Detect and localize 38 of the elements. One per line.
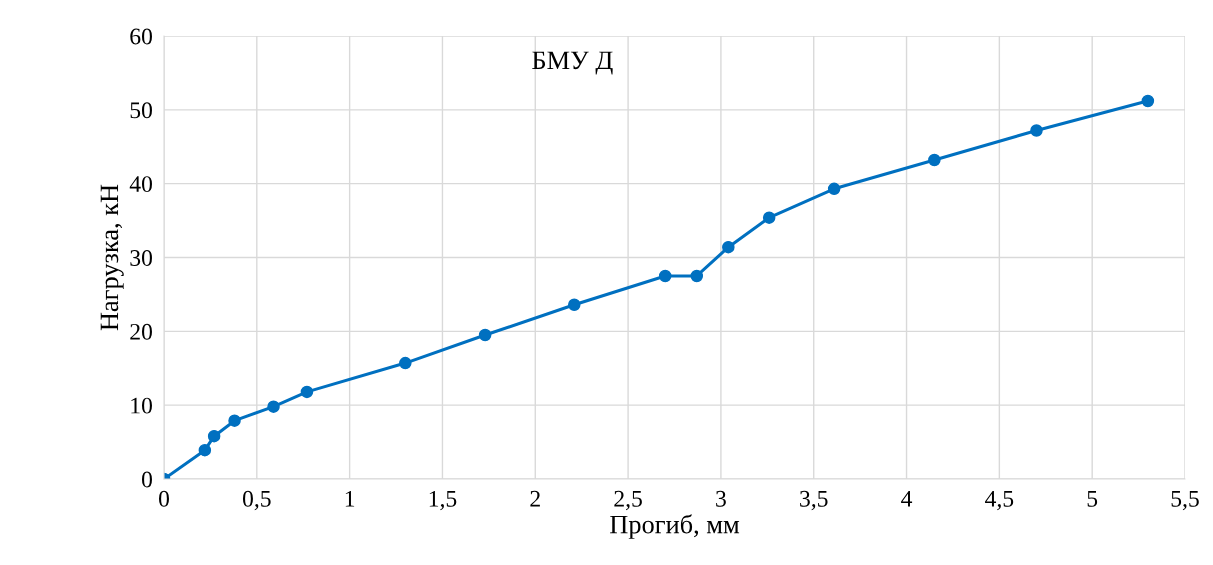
point	[198, 443, 212, 457]
point	[207, 429, 221, 443]
y-tick-label: 20	[130, 323, 152, 340]
y-tick-label: 0	[141, 471, 152, 488]
point	[478, 328, 492, 342]
point	[928, 153, 941, 167]
point	[1141, 94, 1155, 108]
x-tick-label: 3,5	[800, 490, 828, 511]
x-tick-label: 5	[1087, 491, 1098, 507]
x-tick-label: 2	[530, 490, 540, 507]
point	[690, 269, 704, 283]
y-tick-label: 40	[129, 176, 152, 193]
x-tick-label: 5,5	[1171, 491, 1199, 511]
point	[267, 400, 280, 413]
y-tick-label: 50	[130, 102, 152, 119]
text: БМУ Д	[532, 51, 613, 75]
point	[722, 240, 735, 254]
point	[762, 211, 776, 224]
point	[658, 269, 672, 283]
x-tick-label: 0,5	[242, 490, 271, 511]
x-tick-label: 1	[345, 490, 355, 507]
y-tick-label: 10	[131, 397, 152, 414]
y-axis-title: Нагрузка, кН	[100, 184, 124, 331]
x-tick-label: 0	[159, 490, 169, 507]
x-tick-label: 2,5	[614, 490, 642, 511]
x-axis-title: Прогиб, мм	[610, 514, 740, 539]
x-tick-label: 4	[901, 490, 913, 507]
point	[399, 356, 412, 370]
x-tick-label: 3	[716, 490, 726, 507]
point	[827, 182, 841, 196]
x-tick-label: 1,5	[429, 490, 457, 511]
point	[228, 414, 241, 427]
x-tick-label: 4,5	[985, 490, 1014, 511]
y-tick-label: 60	[130, 28, 152, 45]
point	[1030, 124, 1043, 137]
y-tick-label: 30	[130, 249, 152, 266]
point	[300, 385, 314, 399]
point	[568, 298, 581, 312]
